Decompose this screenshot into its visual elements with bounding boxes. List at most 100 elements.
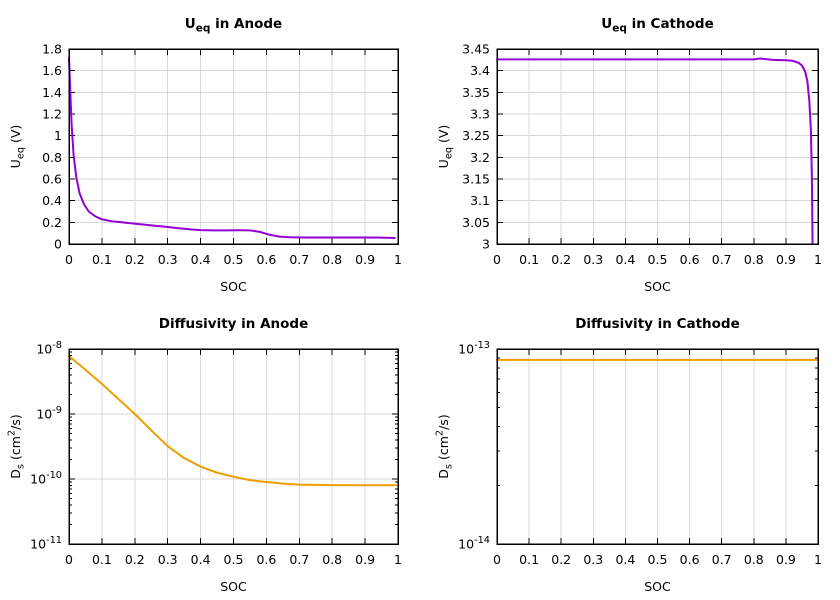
- x-tick-label: 0.1: [92, 552, 112, 567]
- x-tick-label: 0.7: [289, 252, 309, 267]
- gridlines: [528, 349, 787, 544]
- x-tick-label: 0.4: [191, 552, 211, 567]
- y-tick-label: 3: [482, 237, 490, 252]
- x-tick-label: 0.1: [519, 252, 539, 267]
- x-tick-label: 0.5: [224, 252, 244, 267]
- x-tick-label: 0.2: [551, 252, 571, 267]
- x-tick-label: 0: [493, 552, 501, 567]
- chart-ueq-cathode: 0 0.1 0.2 0.3 0.4 0.5 0.6 0.7 0.8 0.9 1 3 3.05 3.1 3.1…: [436, 16, 822, 294]
- x-axis-label: SOC: [644, 579, 671, 594]
- x-tick-label: 0.4: [615, 552, 635, 567]
- y-tick-label: 0.2: [42, 215, 62, 230]
- x-axis-label: SOC: [644, 279, 671, 294]
- y-tick-label: 10-11: [30, 535, 62, 552]
- x-axis-label: SOC: [220, 579, 247, 594]
- data-line-diffusivity-anode: [68, 355, 399, 487]
- y-axis-label: Ds (cm2/s): [7, 414, 27, 478]
- x-tick-label: 0.7: [712, 552, 732, 567]
- x-tick-label: 0.7: [712, 252, 732, 267]
- x-tick-label: 0.8: [322, 552, 342, 567]
- x-tick-label: 0: [493, 252, 501, 267]
- subplot-ueq-anode: 0 0.1 0.2 0.3 0.4 0.5 0.6 0.7 0.8 0.9 1 0 0.2 0.4 0.6 0…: [0, 0, 420, 300]
- gridlines: [497, 49, 818, 244]
- gridlines: [69, 49, 398, 244]
- x-tick-label: 0.2: [551, 552, 571, 567]
- x-tick-label: 0.6: [680, 552, 700, 567]
- x-axis-label: SOC: [220, 279, 247, 294]
- x-tick-label: 1: [814, 552, 822, 567]
- y-tick-label: 1.2: [42, 107, 62, 122]
- x-tick-label: 1: [394, 252, 402, 267]
- y-tick-label: 0.4: [42, 193, 62, 208]
- x-tick-label: 0.9: [355, 552, 375, 567]
- y-tick-label: 10-13: [458, 340, 490, 357]
- x-tick-label: 0.5: [648, 552, 668, 567]
- chart-title: Ueq in Cathode: [601, 16, 713, 35]
- y-tick-label: 0.6: [42, 172, 62, 187]
- y-tick-label: 1.6: [42, 63, 62, 78]
- y-tick-label: 1.4: [42, 85, 62, 100]
- x-tick-label: 0.8: [744, 252, 764, 267]
- y-tick-label: 1.8: [42, 42, 62, 57]
- gridlines: [69, 349, 398, 544]
- y-tick-label: 3.35: [462, 85, 490, 100]
- y-tick-label: 0.8: [42, 150, 62, 165]
- x-tick-label: 0.6: [680, 252, 700, 267]
- x-tick-label: 0.3: [583, 552, 603, 567]
- y-tick-label: 10-10: [30, 470, 62, 487]
- subplot-diffusivity-cathode: 0 0.1 0.2 0.3 0.4 0.5 0.6 0.7 0.8 0.9 1 10-14 10-13 D…: [420, 300, 840, 600]
- x-tick-label: 0.6: [256, 252, 276, 267]
- y-tick-label: 3.25: [462, 128, 490, 143]
- y-tick-label: 3.05: [462, 215, 490, 230]
- x-tick-label: 0.9: [776, 552, 796, 567]
- data-line-ueq-cathode: [496, 57, 814, 245]
- x-tick-label: 0.9: [776, 252, 796, 267]
- y-tick-label: 10-9: [36, 405, 62, 422]
- plot-border: [68, 48, 399, 245]
- x-tick-label: 0.2: [125, 552, 145, 567]
- y-tick-label: 3.45: [462, 42, 490, 57]
- plot-border: [496, 348, 819, 545]
- x-tick-label: 0.4: [191, 252, 211, 267]
- y-axis-label: Ds (cm2/s): [435, 414, 455, 478]
- y-tick-label: 3.3: [470, 107, 490, 122]
- y-tick-label: 0: [54, 237, 62, 252]
- y-tick-label: 10-8: [36, 340, 62, 357]
- x-tick-label: 0.7: [289, 552, 309, 567]
- chart-diffusivity-cathode: 0 0.1 0.2 0.3 0.4 0.5 0.6 0.7 0.8 0.9 1 10-14 10-13 D…: [435, 316, 822, 594]
- x-tick-label: 0.5: [648, 252, 668, 267]
- x-tick-label: 0.6: [256, 552, 276, 567]
- chart-title: Diffusivity in Cathode: [575, 316, 740, 332]
- y-tick-label: 1: [54, 128, 62, 143]
- data-line-ueq-anode: [68, 56, 396, 240]
- subplot-diffusivity-anode: 0 0.1 0.2 0.3 0.4 0.5 0.6 0.7 0.8 0.9 1 10-11 10-10 1…: [0, 300, 420, 600]
- y-tick-label: 3.15: [462, 172, 490, 187]
- subplot-ueq-cathode: 0 0.1 0.2 0.3 0.4 0.5 0.6 0.7 0.8 0.9 1 3 3.05 3.1 3.1…: [420, 0, 840, 300]
- x-tick-label: 1: [394, 552, 402, 567]
- chart-title: Ueq in Anode: [185, 16, 282, 35]
- chart-ueq-anode: 0 0.1 0.2 0.3 0.4 0.5 0.6 0.7 0.8 0.9 1 0 0.2 0.4 0.6 0…: [8, 16, 402, 294]
- chart-title: Diffusivity in Anode: [159, 316, 309, 332]
- plot-border: [496, 48, 819, 245]
- x-tick-label: 0.2: [125, 252, 145, 267]
- x-tick-label: 0.3: [583, 252, 603, 267]
- y-axis-label: Ueq (V): [436, 125, 454, 169]
- plot-border: [68, 348, 399, 545]
- x-tick-label: 0.3: [158, 552, 178, 567]
- y-tick-label: 3.1: [470, 193, 490, 208]
- x-tick-label: 0.9: [355, 252, 375, 267]
- x-tick-label: 1: [814, 252, 822, 267]
- y-tick-label: 3.4: [470, 63, 490, 78]
- y-axis-label: Ueq (V): [8, 125, 26, 169]
- x-tick-label: 0.5: [224, 552, 244, 567]
- y-tick-label: 3.2: [470, 150, 490, 165]
- x-tick-label: 0: [65, 252, 73, 267]
- y-tick-label: 10-14: [458, 535, 490, 552]
- x-tick-label: 0.4: [615, 252, 635, 267]
- x-tick-label: 0.8: [744, 552, 764, 567]
- x-tick-label: 0.1: [519, 552, 539, 567]
- x-tick-label: 0.1: [92, 252, 112, 267]
- x-tick-label: 0: [65, 552, 73, 567]
- x-tick-label: 0.8: [322, 252, 342, 267]
